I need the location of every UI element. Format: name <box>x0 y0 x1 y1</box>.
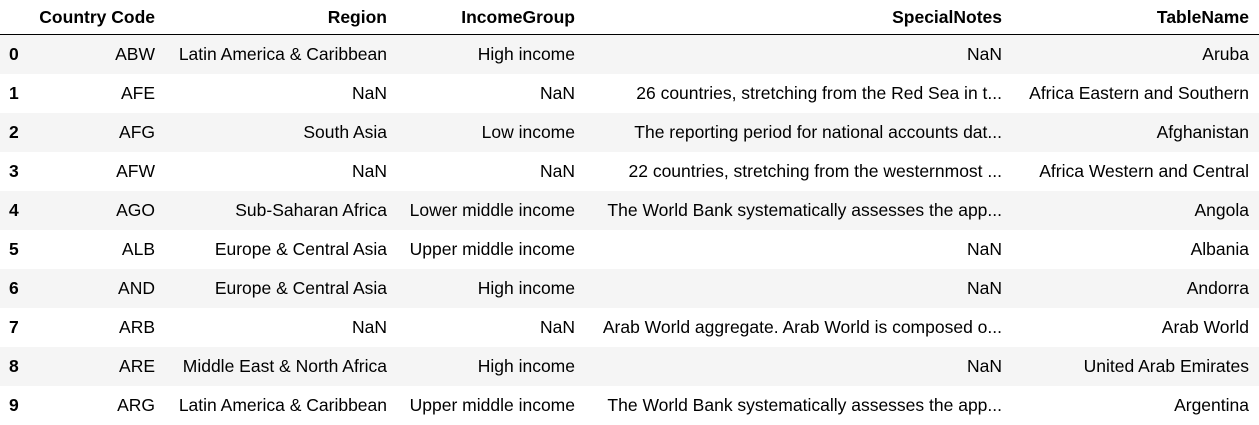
row-index: 3 <box>9 160 19 181</box>
header-row: Country Code Region IncomeGroup SpecialN… <box>0 0 1259 35</box>
row-index: 4 <box>9 199 19 220</box>
cell-income-group: High income <box>477 355 575 376</box>
row-index: 5 <box>9 238 19 259</box>
cell-region: NaN <box>351 160 387 181</box>
cell-special-notes: NaN <box>966 43 1002 64</box>
cell-table-name: Angola <box>1194 199 1250 220</box>
row-index: 0 <box>9 43 19 64</box>
table-row: 8 ARE Middle East & North Africa High in… <box>0 346 1259 386</box>
cell-special-notes: Arab World aggregate. Arab World is comp… <box>602 316 1002 337</box>
cell-special-notes: NaN <box>966 355 1002 376</box>
cell-table-name: Albania <box>1190 238 1249 259</box>
table-row: 1 AFE NaN NaN 26 countries, stretching f… <box>0 73 1259 113</box>
cell-special-notes: NaN <box>966 277 1002 298</box>
cell-table-name: Andorra <box>1186 277 1249 298</box>
column-header-region: Region <box>165 0 397 35</box>
cell-country-code: ABW <box>115 43 155 64</box>
cell-country-code: ARG <box>117 394 155 415</box>
column-header-income-group: IncomeGroup <box>397 0 585 35</box>
table-row: 3 AFW NaN NaN 22 countries, stretching f… <box>0 151 1259 191</box>
cell-table-name: Africa Western and Central <box>1039 160 1249 181</box>
cell-country-code: AFW <box>116 160 155 181</box>
row-index: 9 <box>9 394 19 415</box>
cell-region: Europe & Central Asia <box>214 277 387 298</box>
column-header-country-code: Country Code <box>32 0 165 35</box>
cell-region: Middle East & North Africa <box>182 355 387 376</box>
cell-table-name: Africa Eastern and Southern <box>1029 82 1249 103</box>
cell-table-name: Argentina <box>1174 394 1249 415</box>
table-row: 5 ALB Europe & Central Asia Upper middle… <box>0 229 1259 269</box>
cell-region: Sub-Saharan Africa <box>235 199 387 220</box>
row-index: 6 <box>9 277 19 298</box>
cell-special-notes: 22 countries, stretching from the wester… <box>628 160 1003 181</box>
table-header: Country Code Region IncomeGroup SpecialN… <box>0 0 1259 35</box>
cell-special-notes: The reporting period for national accoun… <box>634 121 1002 142</box>
cell-country-code: AGO <box>116 199 155 220</box>
cell-income-group: NaN <box>539 160 575 181</box>
cell-income-group: NaN <box>539 82 575 103</box>
cell-income-group: Lower middle income <box>409 199 575 220</box>
cell-special-notes: The World Bank systematically assesses t… <box>607 199 1002 220</box>
column-header-table-name: TableName <box>1012 0 1259 35</box>
table-body: 0 ABW Latin America & Caribbean High inc… <box>0 34 1259 425</box>
cell-region: South Asia <box>303 121 387 142</box>
row-index: 8 <box>9 355 19 376</box>
cell-income-group: Upper middle income <box>409 238 575 259</box>
column-header-special-notes: SpecialNotes <box>585 0 1012 35</box>
cell-country-code: ARB <box>119 316 155 337</box>
cell-country-code: AFE <box>120 82 155 103</box>
table-row: 9 ARG Latin America & Caribbean Upper mi… <box>0 385 1259 425</box>
cell-income-group: High income <box>477 43 575 64</box>
cell-special-notes: 26 countries, stretching from the Red Se… <box>636 82 1002 103</box>
cell-income-group: Low income <box>481 121 575 142</box>
table-row: 4 AGO Sub-Saharan Africa Lower middle in… <box>0 190 1259 230</box>
cell-region: NaN <box>351 316 387 337</box>
row-index: 7 <box>9 316 19 337</box>
row-index: 1 <box>9 82 19 103</box>
cell-income-group: Upper middle income <box>409 394 575 415</box>
cell-country-code: AFG <box>119 121 155 142</box>
cell-region: NaN <box>351 82 387 103</box>
row-index: 2 <box>9 121 19 142</box>
column-header-index <box>0 0 32 35</box>
cell-income-group: NaN <box>539 316 575 337</box>
table-row: 6 AND Europe & Central Asia High income … <box>0 268 1259 308</box>
cell-special-notes: NaN <box>966 238 1002 259</box>
cell-region: Latin America & Caribbean <box>178 43 387 64</box>
cell-table-name: Aruba <box>1202 43 1249 64</box>
table-row: 7 ARB NaN NaN Arab World aggregate. Arab… <box>0 307 1259 347</box>
cell-country-code: ALB <box>121 238 155 259</box>
cell-country-code: ARE <box>119 355 155 376</box>
cell-income-group: High income <box>477 277 575 298</box>
cell-table-name: Arab World <box>1161 316 1249 337</box>
cell-region: Latin America & Caribbean <box>178 394 387 415</box>
cell-table-name: Afghanistan <box>1156 121 1249 142</box>
cell-country-code: AND <box>118 277 155 298</box>
cell-special-notes: The World Bank systematically assesses t… <box>607 394 1002 415</box>
table-row: 2 AFG South Asia Low income The reportin… <box>0 112 1259 152</box>
cell-region: Europe & Central Asia <box>214 238 387 259</box>
table-row: 0 ABW Latin America & Caribbean High inc… <box>0 34 1259 74</box>
cell-table-name: United Arab Emirates <box>1083 355 1249 376</box>
